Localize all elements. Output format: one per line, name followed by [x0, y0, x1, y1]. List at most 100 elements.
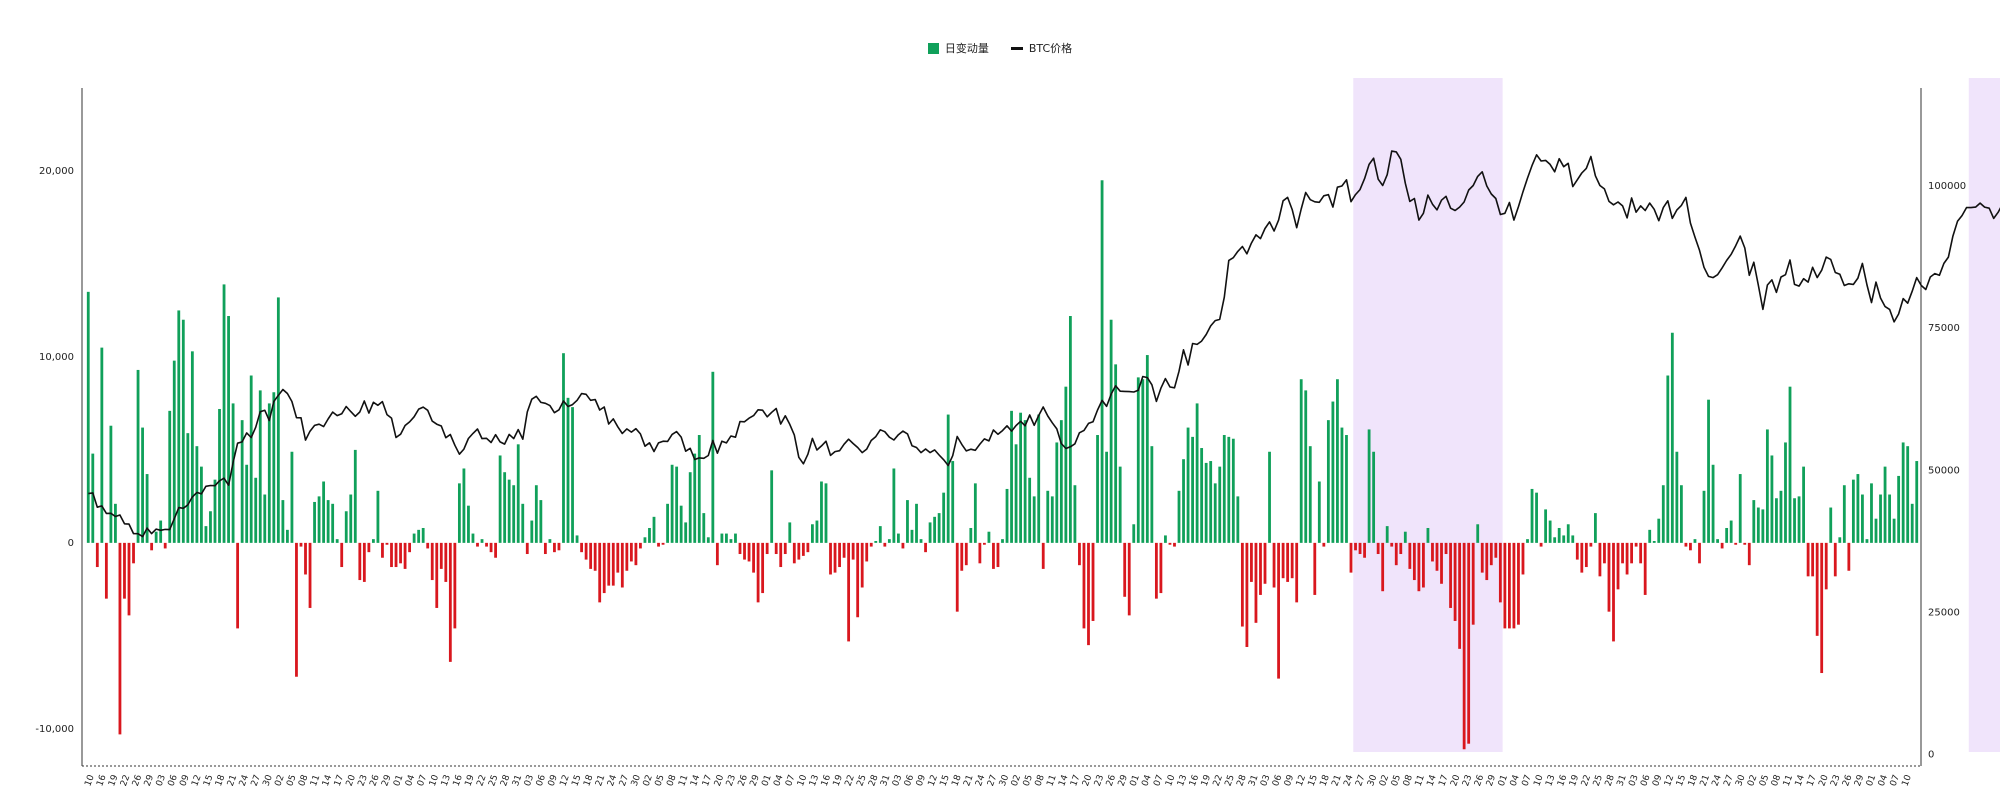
- bar: [1422, 542, 1425, 588]
- y-right-tick-label: 0: [1928, 750, 1934, 761]
- x-tick-label: 10: [428, 773, 441, 786]
- bar: [258, 390, 262, 543]
- bar: [1236, 496, 1240, 543]
- bar: [186, 433, 190, 543]
- x-tick-label: 26: [1841, 773, 1854, 786]
- bar: [1793, 498, 1796, 543]
- x-tick-label: 10: [1532, 773, 1545, 786]
- bar: [1308, 446, 1312, 543]
- bar: [453, 542, 457, 629]
- bar: [589, 542, 593, 569]
- x-tick-label: 12: [1295, 774, 1308, 786]
- bar: [1842, 485, 1846, 543]
- bar: [1616, 542, 1620, 590]
- bar: [1114, 364, 1118, 543]
- bar: [960, 542, 964, 571]
- bar: [1517, 542, 1520, 625]
- bar: [770, 470, 774, 543]
- bar: [353, 449, 357, 543]
- bar: [1698, 542, 1701, 564]
- bar: [955, 542, 959, 612]
- legend: 日变动量 BTC价格: [0, 40, 2000, 56]
- x-tick-label: 21: [1330, 774, 1343, 786]
- bar: [444, 542, 448, 582]
- y-left-tick-label: 0: [68, 538, 74, 549]
- bar: [521, 503, 525, 543]
- highlight-band-0: [1353, 78, 1503, 752]
- bar: [1865, 539, 1869, 543]
- x-tick-label: 02: [1746, 774, 1759, 786]
- y-left-tick-label: 10,000: [39, 352, 74, 363]
- bar: [1797, 496, 1801, 543]
- bar: [1019, 412, 1023, 543]
- y-left-tick-label: -10,000: [35, 724, 74, 735]
- bar: [865, 542, 869, 562]
- bar: [806, 542, 810, 553]
- bar: [1485, 542, 1489, 581]
- bar: [1326, 420, 1330, 543]
- x-tick-label: 18: [582, 773, 595, 786]
- bar: [236, 542, 240, 629]
- bar: [1625, 542, 1629, 575]
- bar: [1906, 446, 1910, 543]
- bar: [340, 542, 344, 568]
- bar: [937, 513, 941, 543]
- bar: [390, 542, 393, 568]
- bar: [1851, 479, 1855, 543]
- bar: [1508, 542, 1511, 629]
- bar: [919, 539, 923, 543]
- x-tick-label: 23: [357, 774, 370, 786]
- bar: [227, 316, 230, 543]
- bar: [1738, 474, 1742, 543]
- x-tick-label: 10: [1164, 773, 1177, 786]
- bar: [1408, 542, 1412, 569]
- bar: [670, 464, 674, 543]
- bar: [335, 539, 339, 543]
- x-tick-label: 18: [1319, 773, 1332, 786]
- x-tick-label: 14: [689, 773, 702, 786]
- x-tick-label: 15: [1675, 774, 1688, 786]
- bar: [1775, 498, 1778, 543]
- bar: [720, 533, 724, 543]
- bar: [1037, 414, 1041, 543]
- legend-item-line[interactable]: BTC价格: [1010, 40, 1072, 56]
- bar: [562, 353, 565, 543]
- bar: [1250, 542, 1253, 582]
- bar: [516, 444, 520, 543]
- bar: [973, 483, 977, 543]
- bar: [385, 542, 389, 545]
- bar: [1435, 542, 1439, 571]
- x-tick-label: 19: [832, 773, 845, 786]
- x-tick-label: 11: [1414, 774, 1427, 786]
- bar: [109, 425, 113, 543]
- x-tick-label: 09: [178, 773, 191, 786]
- x-tick-label: 01: [1497, 774, 1510, 786]
- bar: [1168, 542, 1172, 545]
- bar: [1788, 386, 1792, 543]
- bar: [507, 479, 511, 543]
- legend-item-bars[interactable]: 日变动量: [927, 40, 989, 56]
- x-tick-label: 11: [309, 774, 322, 786]
- bar: [1390, 542, 1394, 547]
- bar: [729, 539, 733, 543]
- bar: [1005, 488, 1009, 543]
- x-tick-label: 13: [440, 774, 453, 786]
- bar: [159, 520, 163, 543]
- bar: [1666, 375, 1670, 543]
- bar: [779, 542, 783, 568]
- bar: [738, 542, 742, 555]
- bar: [141, 427, 144, 543]
- bar: [1693, 539, 1697, 543]
- x-tick-label: 09: [1651, 773, 1664, 786]
- bar: [132, 542, 135, 564]
- bar: [1888, 494, 1891, 543]
- bar: [1041, 542, 1045, 569]
- bar: [489, 542, 493, 553]
- bar: [245, 464, 249, 543]
- x-tick-label: 22: [844, 774, 857, 786]
- x-tick-label: 03: [891, 774, 904, 786]
- bar: [286, 529, 289, 543]
- x-tick-label: 24: [606, 773, 619, 786]
- x-tick-label: 16: [1188, 773, 1201, 786]
